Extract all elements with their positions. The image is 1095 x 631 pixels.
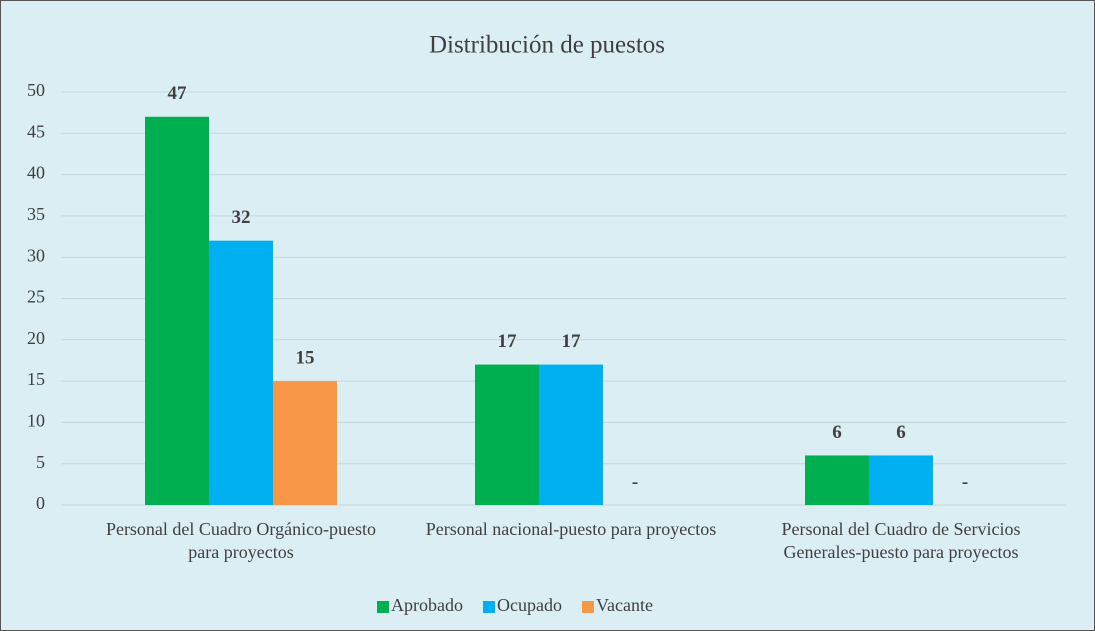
legend-swatch (581, 601, 594, 613)
y-tick-label: 40 (27, 163, 45, 183)
data-label: 17 (562, 331, 582, 352)
legend-swatch (482, 601, 495, 613)
y-tick-label: 15 (27, 369, 45, 389)
y-tick-label: 5 (36, 452, 45, 472)
legend-swatch (377, 601, 389, 613)
data-label: 6 (832, 422, 842, 443)
chart-title: Distribución de puestos (429, 32, 665, 59)
y-tick-label: 10 (27, 411, 45, 431)
y-tick-label: 30 (27, 245, 45, 265)
x-tick-label: Personal nacional-puesto para proyectos (425, 519, 717, 539)
y-tick-label: 35 (27, 204, 45, 224)
y-tick-label: 25 (27, 287, 45, 307)
bar (273, 381, 337, 505)
bar (145, 116, 209, 505)
bar (805, 455, 869, 505)
y-tick-label: 20 (27, 328, 45, 348)
data-label: 32 (232, 207, 251, 228)
data-label: 47 (168, 83, 188, 104)
data-label: - (632, 471, 638, 492)
bar (209, 240, 273, 505)
y-tick-label: 0 (36, 493, 45, 513)
data-label: 6 (896, 422, 906, 443)
legend-label: Vacante (596, 595, 653, 615)
legend-label: Ocupado (497, 595, 562, 615)
y-tick-label: 50 (27, 80, 45, 100)
bar (869, 455, 933, 505)
data-label: - (962, 471, 968, 492)
y-tick-label: 45 (27, 121, 45, 141)
bar (475, 364, 539, 505)
legend-label: Aprobado (391, 595, 463, 615)
bar (539, 364, 603, 505)
x-tick-label: Personal del Cuadro Orgánico-puesto para… (105, 519, 377, 562)
x-tick-label: Personal del Cuadro de Servicios General… (781, 519, 1021, 562)
data-label: 15 (296, 347, 315, 368)
data-label: 17 (498, 331, 518, 352)
